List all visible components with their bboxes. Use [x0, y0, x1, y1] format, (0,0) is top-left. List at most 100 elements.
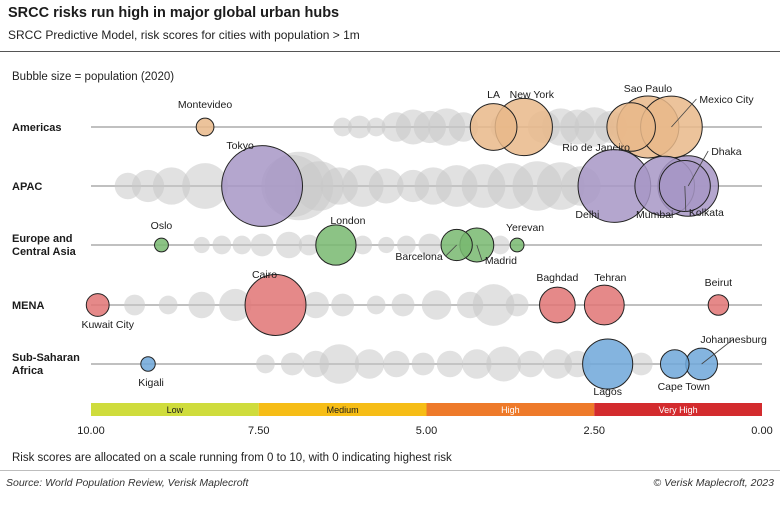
city-bubble-grey [448, 112, 479, 142]
leader-line [701, 338, 734, 365]
city-bubble-grey [368, 168, 404, 204]
city-bubble-grey [275, 231, 303, 259]
city-bubble-london [315, 224, 357, 266]
city-bubble-grey [436, 350, 464, 378]
city-label-oslo: Oslo [151, 220, 173, 232]
city-bubble-grey [383, 350, 410, 378]
city-bubble-beirut [707, 294, 730, 316]
city-label-sao-paulo: Sao Paulo [624, 83, 673, 95]
city-bubble-kuwait-city [85, 293, 110, 317]
city-label-dhaka: Dhaka [711, 146, 742, 158]
city-bubble-grey [542, 349, 573, 379]
city-bubble-grey [333, 117, 352, 137]
city-bubble-grey [421, 290, 452, 320]
city-label-delhi: Delhi [575, 209, 599, 221]
risk-band-label-medium: Medium [327, 405, 359, 415]
city-bubble-grey [366, 117, 386, 137]
city-bubble-grey [354, 349, 385, 379]
city-bubble-lagos [582, 338, 634, 390]
leader-line [671, 98, 697, 128]
city-bubble-kigali [140, 356, 156, 372]
city-label-barcelona: Barcelona [395, 251, 442, 263]
city-bubble-grey [212, 235, 232, 255]
city-label-cairo: Cairo [252, 269, 277, 281]
city-bubble-la [469, 103, 518, 151]
city-bubble-tokyo [221, 145, 304, 227]
city-bubble-rio-de-janeiro [606, 102, 656, 152]
city-label-baghdad: Baghdad [536, 272, 578, 284]
city-bubble-grey [158, 295, 178, 315]
city-label-kuwait-city: Kuwait City [81, 319, 134, 331]
city-bubble-grey [366, 295, 386, 315]
source-credit: Source: World Population Review, Verisk … [6, 477, 249, 489]
city-bubble-grey [462, 349, 492, 379]
risk-band-medium [258, 403, 427, 416]
city-bubble-grey [418, 233, 442, 257]
city-bubble-grey [319, 344, 360, 384]
region-label-americas: Americas [12, 122, 62, 134]
region-label-apac: APAC [12, 181, 42, 193]
leader-line [476, 244, 483, 261]
city-bubble-grey [629, 352, 653, 376]
risk-band-low [91, 403, 259, 416]
city-bubble-grey [193, 236, 210, 254]
city-label-johannesburg: Johannesburg [700, 334, 767, 346]
city-label-montevideo: Montevideo [178, 99, 232, 111]
city-bubble-montevideo [195, 117, 215, 137]
city-bubble-grey [472, 284, 515, 326]
city-bubble-grey [302, 291, 329, 319]
x-tick-label: 2.50 [584, 425, 605, 437]
city-label-kigali: Kigali [138, 377, 164, 389]
chart-title: SRCC risks run high in major global urba… [8, 5, 340, 21]
city-bubble-oslo [154, 237, 169, 253]
city-label-beirut: Beirut [705, 277, 733, 289]
scale-footnote: Risk scores are allocated on a scale run… [12, 452, 452, 464]
x-tick-label: 10.00 [77, 425, 105, 437]
leader-line [684, 185, 687, 213]
city-label-new-york: New York [510, 89, 555, 101]
city-label-madrid: Madrid [485, 255, 517, 267]
city-bubble-grey [347, 115, 371, 139]
city-bubble-grey [486, 346, 522, 382]
x-tick-label: 7.50 [248, 425, 269, 437]
risk-band-label-low: Low [167, 405, 184, 415]
x-tick-label: 0.00 [751, 425, 772, 437]
header-divider [0, 51, 780, 52]
city-label-tokyo: Tokyo [226, 140, 254, 152]
risk-band-label-very-high: Very High [659, 405, 698, 415]
city-bubble-baghdad [539, 286, 576, 324]
city-bubble-grey [298, 234, 320, 256]
city-bubble-grey [188, 291, 215, 319]
risk-band-high [426, 403, 595, 416]
city-label-cape-town: Cape Town [658, 381, 711, 393]
city-label-mexico-city: Mexico City [699, 94, 754, 106]
bubble-size-note: Bubble size = population (2020) [12, 71, 175, 83]
leader-line [687, 150, 709, 187]
city-bubble-grey [397, 235, 416, 255]
city-bubble-yerevan [509, 237, 525, 253]
city-bubble-grey [490, 235, 510, 255]
risk-band-very-high [594, 403, 762, 416]
city-bubble-grey [250, 233, 274, 257]
city-bubble-grey [256, 354, 275, 374]
city-bubble-grey [505, 293, 529, 317]
city-label-yerevan: Yerevan [506, 222, 544, 234]
copyright-credit: © Verisk Maplecroft, 2023 [653, 477, 774, 489]
footer-divider [0, 470, 780, 471]
region-label-mena: MENA [12, 300, 44, 312]
city-label-kolkata: Kolkata [689, 207, 724, 219]
city-label-la: LA [487, 89, 500, 101]
city-label-lagos: Lagos [593, 386, 622, 398]
city-bubble-grey [353, 235, 373, 255]
city-label-tehran: Tehran [594, 272, 626, 284]
city-bubble-grey [331, 293, 355, 317]
city-bubble-grey [280, 352, 304, 376]
city-bubble-cape-town [659, 349, 690, 379]
city-bubble-grey [517, 350, 544, 378]
city-label-london: London [330, 215, 365, 227]
city-bubble-grey [182, 163, 228, 209]
city-bubble-tehran [583, 284, 625, 326]
city-bubble-cairo [244, 274, 307, 336]
city-bubble-grey [391, 293, 415, 317]
